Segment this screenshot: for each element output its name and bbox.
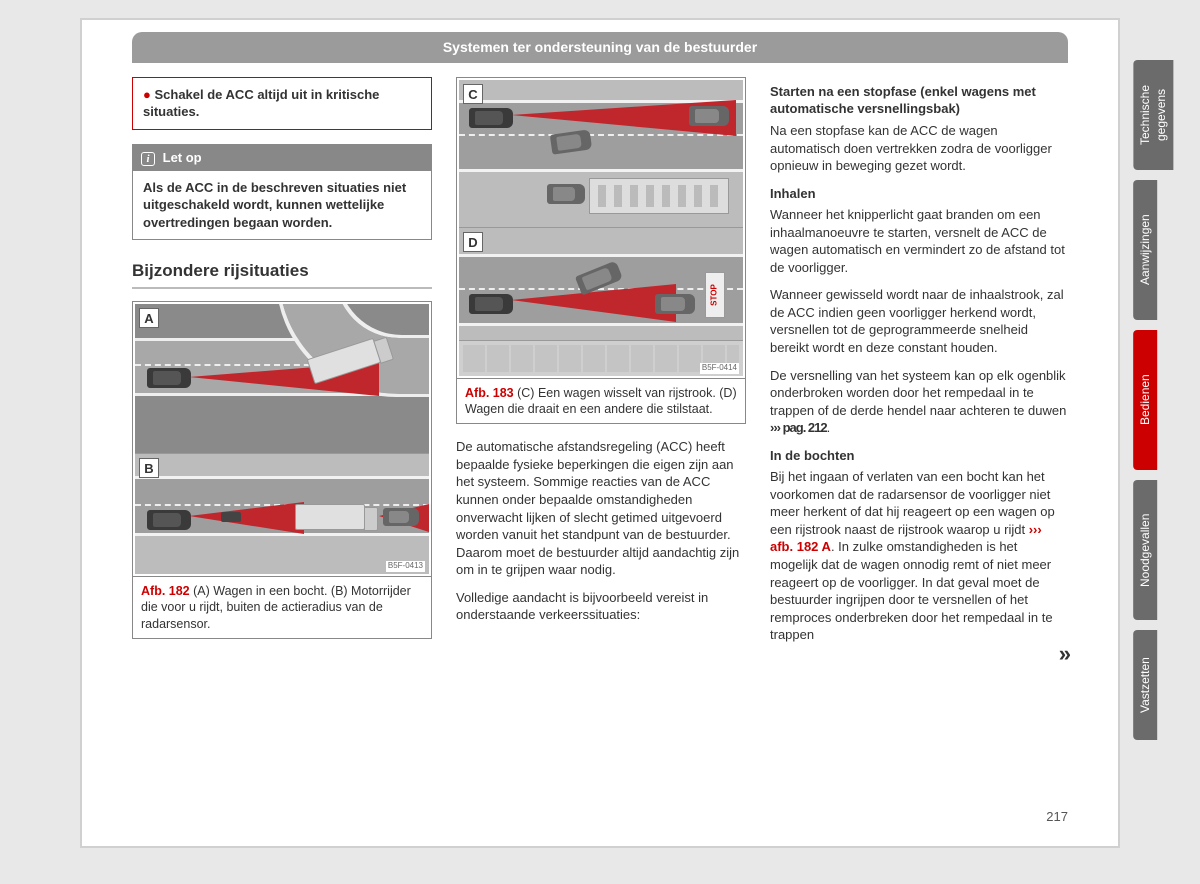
warning-text: Schakel de ACC altijd uit in kritische s… — [143, 87, 379, 120]
figure-183: C — [456, 77, 746, 379]
continuation-icon: » — [770, 648, 1068, 659]
lead-vehicle-icon — [689, 106, 729, 126]
column-1: ● Schakel de ACC altijd uit in kritische… — [132, 77, 432, 659]
figure-code: B5F-0413 — [386, 561, 425, 572]
body-paragraph: Na een stopfase kan de ACC de wagen auto… — [770, 122, 1068, 175]
trailer-icon — [589, 178, 729, 214]
figure-ref: Afb. 183 — [465, 386, 514, 400]
manual-page: Systemen ter ondersteuning van de bestuu… — [80, 18, 1120, 848]
column-3: Starten na een stopfase (enkel wagens me… — [770, 77, 1068, 659]
body-paragraph: Bij het ingaan of verlaten van een bocht… — [770, 468, 1068, 643]
warning-box: ● Schakel de ACC altijd uit in kritische… — [132, 77, 432, 130]
info-icon: i — [141, 152, 155, 166]
page-ref: ››› pag. 212 — [770, 420, 827, 435]
figure-182-graphic: A — [135, 304, 429, 574]
truck-icon — [295, 504, 365, 530]
body-paragraph: De automatische afstandsregeling (ACC) h… — [456, 438, 746, 578]
figure-code: B5F-0414 — [700, 363, 739, 374]
panel-label-b: B — [139, 458, 159, 478]
lead-vehicle-icon — [383, 508, 419, 526]
note-box: i Let op Als de ACC in de beschreven sit… — [132, 144, 432, 240]
panel-c: C — [459, 80, 743, 228]
side-tabs: Technische gegevens Aanwijzingen Bediene… — [1133, 60, 1188, 750]
body-paragraph: Wanneer gewisseld wordt naar de inhaalst… — [770, 286, 1068, 356]
tab-securing[interactable]: Vastzetten — [1133, 630, 1157, 740]
panel-label-a: A — [139, 308, 159, 328]
body-paragraph: De versnelling van het systeem kan op el… — [770, 367, 1068, 437]
section-header: Systemen ter ondersteuning van de bestuu… — [132, 32, 1068, 63]
radar-beam-icon — [189, 502, 309, 538]
body-paragraph: Wanneer het knipperlicht gaat branden om… — [770, 206, 1068, 276]
figure-183-graphic: C — [459, 80, 743, 376]
note-body: Als de ACC in de beschreven situaties ni… — [133, 171, 431, 240]
own-vehicle-icon — [469, 294, 513, 314]
panel-label-d: D — [463, 232, 483, 252]
note-title: Let op — [163, 150, 202, 165]
heading: Inhalen — [770, 185, 1068, 203]
tab-operating[interactable]: Bedienen — [1133, 330, 1157, 470]
own-vehicle-icon — [147, 510, 191, 530]
text-fragment: . In zulke omstandigheden is het mogelij… — [770, 539, 1053, 642]
text-fragment: Bij het ingaan of verlaten van een bocht… — [770, 469, 1055, 537]
subsection-title: Bijzondere rijsituaties — [132, 260, 432, 289]
content-columns: ● Schakel de ACC altijd uit in kritische… — [82, 63, 1118, 659]
heading: In de bochten — [770, 447, 1068, 465]
tab-instructions[interactable]: Aanwijzingen — [1133, 180, 1157, 320]
panel-label-c: C — [463, 84, 483, 104]
motorbike-icon — [221, 512, 241, 522]
column-2: C — [456, 77, 746, 659]
tab-technical-data[interactable]: Technische gegevens — [1133, 60, 1173, 170]
note-header: i Let op — [133, 145, 431, 171]
panel-a: A — [135, 304, 429, 454]
figure-183-caption: Afb. 183 (C) Een wagen wisselt van rijst… — [456, 379, 746, 425]
tow-vehicle-icon — [547, 184, 585, 204]
tab-emergencies[interactable]: Noodgevallen — [1133, 480, 1157, 620]
stationary-vehicle-icon — [655, 294, 695, 314]
stop-sign-icon — [705, 272, 725, 318]
figure-182-caption: Afb. 182 (A) Wagen in een bocht. (B) Mot… — [132, 577, 432, 639]
own-vehicle-icon — [469, 108, 513, 128]
own-vehicle-icon — [147, 368, 191, 388]
heading: Starten na een stopfase (enkel wagens me… — [770, 83, 1068, 118]
body-paragraph: Volledige aandacht is bijvoorbeeld verei… — [456, 589, 746, 624]
figure-ref: Afb. 182 — [141, 584, 190, 598]
figure-182: A — [132, 301, 432, 577]
panel-d: D B5F-0414 — [459, 228, 743, 376]
text-fragment: De versnelling van het systeem kan op el… — [770, 368, 1066, 418]
panel-b: B B5F-0413 — [135, 454, 429, 574]
page-number: 217 — [1046, 808, 1068, 826]
bullet-icon: ● — [143, 87, 151, 102]
